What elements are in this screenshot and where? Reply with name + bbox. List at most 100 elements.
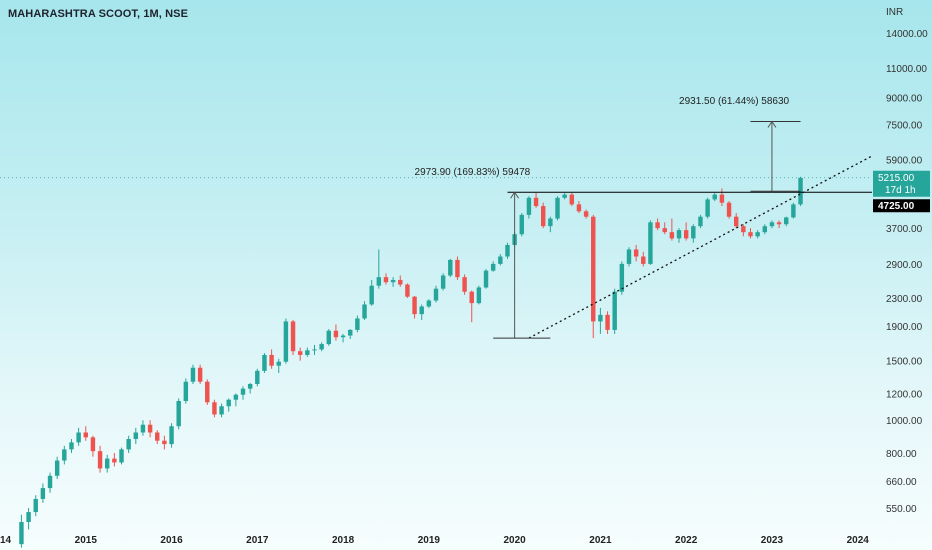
candle-body bbox=[255, 370, 260, 384]
candle-body bbox=[526, 197, 532, 215]
candle-body bbox=[147, 424, 153, 433]
candle-body bbox=[140, 424, 146, 433]
candle-body bbox=[97, 451, 103, 469]
candle-body bbox=[362, 304, 367, 319]
candle-body bbox=[662, 228, 667, 233]
candle-body bbox=[333, 330, 339, 338]
y-tick-label: 14000.00 bbox=[886, 29, 928, 40]
candle-body bbox=[54, 460, 60, 476]
candle-body bbox=[676, 230, 682, 239]
x-tick-label: 2021 bbox=[589, 535, 612, 546]
chart-title: MAHARASHTRA SCOOT, 1M, NSE bbox=[8, 8, 189, 20]
countdown-label: 17d 1h bbox=[885, 185, 916, 196]
candle-body bbox=[498, 256, 503, 264]
candle-body bbox=[104, 458, 110, 469]
candle-body bbox=[426, 300, 432, 307]
candle-body bbox=[626, 249, 632, 264]
candle-body bbox=[619, 263, 625, 292]
candle-body bbox=[155, 432, 160, 441]
x-tick-label: 14 bbox=[0, 535, 12, 546]
candle-body bbox=[490, 263, 496, 271]
candle-body bbox=[297, 351, 303, 355]
candle-body bbox=[448, 259, 453, 276]
candle-body bbox=[26, 512, 31, 523]
candle-body bbox=[691, 226, 696, 239]
candle-body bbox=[276, 361, 281, 366]
y-tick-label: 11000.00 bbox=[886, 64, 927, 75]
candle-body bbox=[205, 381, 210, 403]
candle-body bbox=[648, 222, 653, 264]
candle-body bbox=[733, 216, 739, 227]
candle-body bbox=[405, 284, 410, 297]
candle-body bbox=[398, 279, 403, 285]
candle-body bbox=[197, 367, 203, 382]
candle-body bbox=[219, 406, 224, 415]
candle-body bbox=[483, 270, 489, 288]
y-tick-label: 2300.00 bbox=[886, 294, 923, 305]
candle-body bbox=[548, 218, 553, 227]
measure-1-label: 2973.90 (169.83%) 59478 bbox=[415, 167, 531, 178]
candle-body bbox=[705, 199, 710, 217]
x-tick-label: 2016 bbox=[160, 535, 183, 546]
candle-body bbox=[369, 285, 374, 305]
candle-body bbox=[247, 383, 253, 389]
candle-body bbox=[655, 222, 660, 229]
candle-body bbox=[390, 279, 396, 283]
y-tick-label: 5900.00 bbox=[886, 156, 923, 167]
candle-body bbox=[62, 449, 67, 461]
candle-body bbox=[698, 216, 703, 227]
y-tick-label: 800.00 bbox=[886, 449, 917, 460]
y-tick-label: 1200.00 bbox=[886, 389, 923, 400]
candle-body bbox=[784, 217, 789, 225]
candle-body bbox=[633, 249, 639, 257]
x-tick-label: 2020 bbox=[503, 535, 526, 546]
candle-body bbox=[519, 214, 524, 235]
candle-body bbox=[598, 314, 603, 322]
candle-body bbox=[119, 449, 124, 463]
y-tick-label: 1000.00 bbox=[886, 416, 923, 427]
support-trendline bbox=[528, 155, 873, 339]
candle-body bbox=[741, 226, 746, 233]
candle-body bbox=[462, 277, 467, 292]
candle-body bbox=[433, 288, 439, 301]
candle-body bbox=[562, 194, 567, 198]
candle-body bbox=[133, 432, 139, 440]
y-tick-label: 550.00 bbox=[886, 504, 917, 515]
candle-body bbox=[69, 442, 74, 450]
candle-body bbox=[176, 400, 181, 427]
candle-body bbox=[476, 287, 482, 304]
candle-body bbox=[112, 458, 117, 463]
x-tick-label: 2015 bbox=[75, 535, 98, 546]
candle-body bbox=[505, 244, 510, 257]
candle-body bbox=[262, 354, 267, 371]
y-tick-label: 1900.00 bbox=[886, 322, 923, 333]
candle-body bbox=[40, 488, 46, 499]
candle-body bbox=[283, 321, 289, 362]
candle-body bbox=[169, 426, 174, 445]
x-tick-label: 2018 bbox=[332, 535, 355, 546]
candle-body bbox=[469, 291, 474, 304]
candle-body bbox=[669, 232, 675, 239]
y-tick-label: 7500.00 bbox=[886, 120, 923, 131]
measure-2-label: 2931.50 (61.44%) 58630 bbox=[679, 96, 790, 107]
x-tick-label: 2024 bbox=[847, 535, 870, 546]
candle-body bbox=[726, 202, 732, 217]
candle-body bbox=[162, 440, 167, 445]
candle-body bbox=[33, 498, 38, 513]
candle-body bbox=[233, 394, 239, 400]
candle-body bbox=[555, 197, 560, 219]
candle-body bbox=[641, 256, 646, 264]
candle-body bbox=[776, 222, 782, 225]
level-price-badge bbox=[873, 199, 930, 213]
candle-body bbox=[455, 259, 460, 278]
candle-body bbox=[212, 402, 217, 415]
candle-body bbox=[533, 197, 539, 207]
candle-body bbox=[376, 277, 382, 286]
candle-body bbox=[583, 211, 589, 217]
candle-body bbox=[576, 204, 582, 212]
y-tick-label: 1500.00 bbox=[886, 357, 923, 368]
last-price-badge bbox=[873, 170, 930, 197]
currency-label: INR bbox=[886, 7, 903, 18]
candle-body bbox=[326, 330, 332, 345]
